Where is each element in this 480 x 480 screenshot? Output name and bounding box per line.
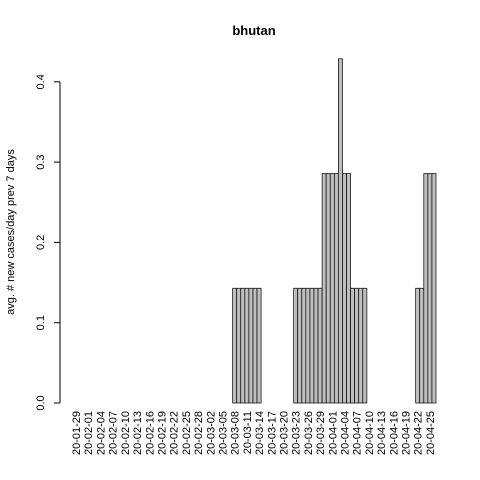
x-tick-label: 20-04-19 — [400, 411, 412, 455]
bar-20-04-06 — [350, 287, 355, 404]
bar-20-04-26 — [431, 173, 437, 404]
x-tick-label: 20-02-22 — [169, 411, 181, 455]
bar-20-03-24 — [297, 287, 303, 404]
bar-20-04-07 — [354, 287, 360, 404]
x-tick-label: 20-03-14 — [254, 411, 266, 455]
x-tick-label: 20-03-02 — [205, 411, 217, 455]
y-tick-label: 0.2 — [35, 235, 47, 250]
y-axis: 0.0 0.1 0.2 0.3 0.4 — [35, 74, 61, 411]
bar-20-04-09 — [362, 287, 368, 404]
x-tick-label: 20-02-01 — [83, 411, 95, 455]
bar-20-04-05 — [346, 173, 351, 404]
bar-20-04-03 — [338, 58, 343, 404]
bar-20-03-11 — [244, 287, 250, 404]
bar-20-04-25 — [427, 173, 433, 404]
x-tick-label: 20-03-29 — [315, 411, 327, 455]
bar-20-04-24 — [423, 173, 429, 404]
x-tick-label: 20-02-13 — [132, 411, 144, 455]
bar-20-03-09 — [236, 287, 242, 404]
x-tick-label: 20-03-05 — [217, 411, 229, 455]
bar-20-04-01 — [329, 173, 335, 404]
x-tick-label: 20-04-04 — [339, 411, 351, 455]
bar-20-04-08 — [358, 287, 364, 404]
x-tick-label: 20-04-10 — [364, 411, 376, 455]
x-tick-label: 20-03-11 — [242, 411, 254, 454]
x-tick-label: 20-02-25 — [181, 411, 193, 455]
y-axis-label: avg. # new cases/day prev 7 days — [5, 149, 17, 315]
x-tick-label: 20-02-19 — [156, 411, 168, 455]
bar-20-03-08 — [232, 287, 238, 404]
x-tick-label: 20-02-07 — [108, 411, 120, 455]
x-tick-label: 20-03-17 — [266, 411, 278, 455]
x-tick-label: 20-04-25 — [425, 411, 437, 455]
x-tick-label: 20-02-28 — [193, 411, 205, 455]
y-tick-label: 0.3 — [35, 154, 47, 169]
bar-20-03-14 — [256, 287, 262, 404]
x-tick-label: 20-04-16 — [388, 411, 400, 455]
bar-20-04-02 — [333, 173, 339, 404]
y-tick-label: 0.0 — [35, 395, 47, 410]
x-tick-label: 20-03-26 — [303, 411, 315, 455]
bar-20-03-23 — [293, 287, 299, 404]
x-tick-label: 20-04-01 — [327, 411, 339, 455]
x-tick-label: 20-02-10 — [120, 411, 132, 455]
bar-20-03-12 — [248, 287, 254, 404]
bar-20-03-29 — [317, 287, 323, 404]
x-tick-label: 20-04-13 — [376, 411, 388, 455]
x-tick-label: 20-03-23 — [291, 411, 303, 455]
x-tick-label: 20-04-22 — [413, 411, 425, 455]
bar-20-03-25 — [301, 287, 307, 404]
x-tick-label: 20-02-04 — [95, 411, 107, 455]
y-tick-label: 0.1 — [35, 315, 47, 330]
x-axis-tick-labels: 20-01-29 20-02-01 20-02-04 20-02-07 20-02-10… — [71, 411, 437, 455]
x-tick-label: 20-03-20 — [278, 411, 290, 455]
bar-20-03-27 — [309, 287, 315, 404]
y-tick-label: 0.4 — [35, 74, 47, 89]
bar-20-03-10 — [240, 287, 246, 404]
x-tick-label: 20-01-29 — [71, 411, 83, 455]
bar-20-03-28 — [313, 287, 319, 404]
bar-20-04-23 — [419, 287, 425, 404]
x-tick-label: 20-04-07 — [352, 411, 364, 455]
x-tick-label: 20-03-08 — [230, 411, 242, 455]
bar-20-03-30 — [321, 173, 327, 404]
bar-20-04-22 — [415, 287, 421, 404]
bars-group — [232, 58, 437, 404]
bar-20-03-13 — [252, 287, 258, 404]
bar-20-04-04 — [342, 173, 347, 404]
chart-title: bhutan — [232, 23, 275, 38]
bar-20-03-31 — [325, 173, 331, 404]
x-tick-label: 20-02-16 — [144, 411, 156, 455]
bar-20-03-26 — [305, 287, 311, 404]
